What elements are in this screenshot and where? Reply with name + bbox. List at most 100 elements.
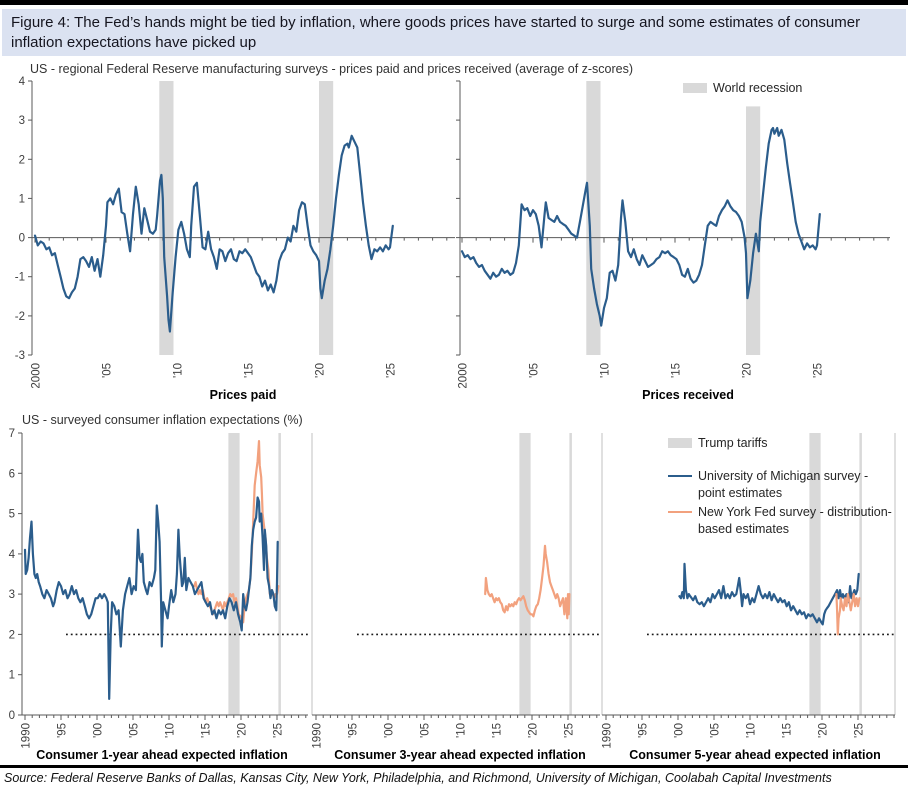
y-tick-label: 0 xyxy=(19,233,25,245)
x-tick-label: '25 xyxy=(854,723,866,738)
x-tick-label: 1990 xyxy=(21,723,33,749)
y-tick-label: 3 xyxy=(9,589,15,601)
shaded-band xyxy=(228,433,240,715)
y-tick-label: -3 xyxy=(15,350,25,362)
prices-paid-axis-title: Prices paid xyxy=(209,388,277,402)
world-recession-legend: World recession xyxy=(683,80,802,97)
y-tick-label: -1 xyxy=(15,272,25,284)
x-tick-label: '25 xyxy=(564,723,576,738)
shaded-band xyxy=(586,81,601,355)
prices-charts-section: -3 -2 -1 0 1 2 3 4 2000 '05 '10 '15 '20 '25 2000 '05 '10… xyxy=(0,60,908,405)
x-tick-label: '15 xyxy=(244,363,256,378)
legend-item-world-recession: World recession xyxy=(683,80,802,97)
consumer-3y-axis-title: Consumer 3-year ahead expected inflation xyxy=(334,748,586,762)
consumer-1y-axis-title: Consumer 1-year ahead expected inflation xyxy=(36,748,288,762)
figure-title: Figure 4: The Fed’s hands might be tied … xyxy=(2,9,906,56)
michigan-label: University of Michigan survey - point es… xyxy=(698,469,869,500)
consumer-5y-panel: 1990 '95 '00 '05 '10 '15 '20 '25 xyxy=(601,433,896,749)
x-tick-label: '25 xyxy=(386,363,398,378)
shaded-band xyxy=(746,106,761,356)
x-tick-label: '15 xyxy=(201,723,213,738)
x-tick-label: '15 xyxy=(782,723,794,738)
x-tick-label: '95 xyxy=(638,723,650,738)
x-tick-label: '10 xyxy=(456,723,468,738)
expectations-legend: Trump tariffs University of Michigan sur… xyxy=(668,435,894,538)
y-tick-label: 7 xyxy=(9,428,15,440)
shaded-band xyxy=(809,433,821,715)
x-tick-label: '10 xyxy=(173,363,185,378)
x-tick-label: '00 xyxy=(384,723,396,738)
nyfed-5y-line xyxy=(835,593,861,636)
expectations-charts-section: 0 1 2 3 4 5 6 7 1990 '95 '00 '05 '10 '15 '20 '25 1990 '95… xyxy=(0,410,908,765)
y-tick-label: 1 xyxy=(9,670,15,682)
consumer-1y-panel: 0 1 2 3 4 5 6 7 1990 '95 '00 '05 '10 '15 '20 '25 xyxy=(9,428,308,749)
x-tick-label: '05 xyxy=(102,363,114,378)
bottom-border-rule xyxy=(0,765,908,768)
shaded-band xyxy=(278,433,281,715)
source-attribution: Source: Federal Reserve Banks of Dallas,… xyxy=(4,771,832,785)
y-tick-label: 2 xyxy=(9,629,15,641)
shaded-band xyxy=(159,81,174,355)
x-tick-label: '25 xyxy=(813,363,825,378)
x-tick-label: 2000 xyxy=(458,363,470,389)
x-tick-label: '10 xyxy=(600,363,612,378)
expectations-chart-subtitle: US - surveyed consumer inflation expecta… xyxy=(22,413,303,427)
world-recession-label: World recession xyxy=(713,81,803,95)
y-tick-label: 1 xyxy=(19,193,25,205)
x-tick-label: '25 xyxy=(273,723,285,738)
x-tick-label: '15 xyxy=(492,723,504,738)
y-tick-label: 4 xyxy=(19,76,26,88)
prices-paid-panel: -3 -2 -1 0 1 2 3 4 2000 '05 '10 '15 '20 '25 xyxy=(15,76,455,389)
y-tick-label: 2 xyxy=(19,154,25,166)
nyfed-line-swatch xyxy=(668,511,692,513)
y-tick-label: 0 xyxy=(9,710,15,722)
y-tick-label: 5 xyxy=(9,509,15,521)
x-tick-label: '05 xyxy=(129,723,141,738)
y-tick-label: 3 xyxy=(19,115,25,127)
legend-item-trump-tariffs: Trump tariffs xyxy=(668,435,894,452)
x-tick-label: '05 xyxy=(420,723,432,738)
y-tick-label: -2 xyxy=(15,311,25,323)
x-tick-label: '20 xyxy=(237,723,249,738)
x-tick-label: '20 xyxy=(742,363,754,378)
prices-received-axis-title: Prices received xyxy=(642,388,734,402)
x-tick-label: '05 xyxy=(529,363,541,378)
x-tick-label: '10 xyxy=(746,723,758,738)
prices-chart-subtitle: US - regional Federal Reserve manufactur… xyxy=(30,62,634,76)
x-tick-label: 1990 xyxy=(312,723,324,749)
x-tick-label: '15 xyxy=(671,363,683,378)
prices-received-panel: 2000 '05 '10 '15 '20 '25 xyxy=(456,80,890,389)
x-tick-label: 1990 xyxy=(602,723,614,749)
x-tick-label: '20 xyxy=(315,363,327,378)
top-border-rule xyxy=(0,0,908,5)
y-tick-label: 4 xyxy=(9,549,16,561)
x-tick-label: '95 xyxy=(348,723,360,738)
x-tick-label: '20 xyxy=(528,723,540,738)
x-tick-label: '20 xyxy=(818,723,830,738)
nyfed-label: New York Fed survey - distribution-based… xyxy=(698,505,892,536)
x-tick-label: '10 xyxy=(165,723,177,738)
x-tick-label: '95 xyxy=(57,723,69,738)
x-tick-label: 2000 xyxy=(31,363,43,389)
prices-paid-line xyxy=(33,134,394,333)
x-tick-label: '00 xyxy=(93,723,105,738)
prices-charts-canvas: -3 -2 -1 0 1 2 3 4 2000 '05 '10 '15 '20 '25 2000 '05 '10… xyxy=(15,76,890,389)
shaded-band xyxy=(859,433,862,715)
consumer-5y-axis-title: Consumer 5-year ahead expected inflation xyxy=(629,748,881,762)
x-tick-label: '00 xyxy=(674,723,686,738)
legend-item-michigan: University of Michigan survey - point es… xyxy=(668,468,894,502)
world-recession-band-swatch xyxy=(683,83,707,93)
trump-tariffs-band-swatch xyxy=(668,438,692,448)
expectations-charts-canvas: 0 1 2 3 4 5 6 7 1990 '95 '00 '05 '10 '15 '20 '25 1990 '95… xyxy=(9,428,896,749)
shaded-band xyxy=(569,433,572,715)
nyfed-3y-line xyxy=(484,544,571,620)
shaded-band xyxy=(519,433,531,715)
x-tick-label: '05 xyxy=(710,723,722,738)
y-tick-label: 6 xyxy=(9,468,15,480)
michigan-line-swatch xyxy=(668,475,692,477)
prices-received-line xyxy=(460,126,821,327)
legend-item-nyfed: New York Fed survey - distribution-based… xyxy=(668,504,894,538)
shaded-band xyxy=(319,81,334,355)
michigan-1y-line xyxy=(23,496,279,700)
consumer-3y-panel: 1990 '95 '00 '05 '10 '15 '20 '25 xyxy=(311,433,600,749)
